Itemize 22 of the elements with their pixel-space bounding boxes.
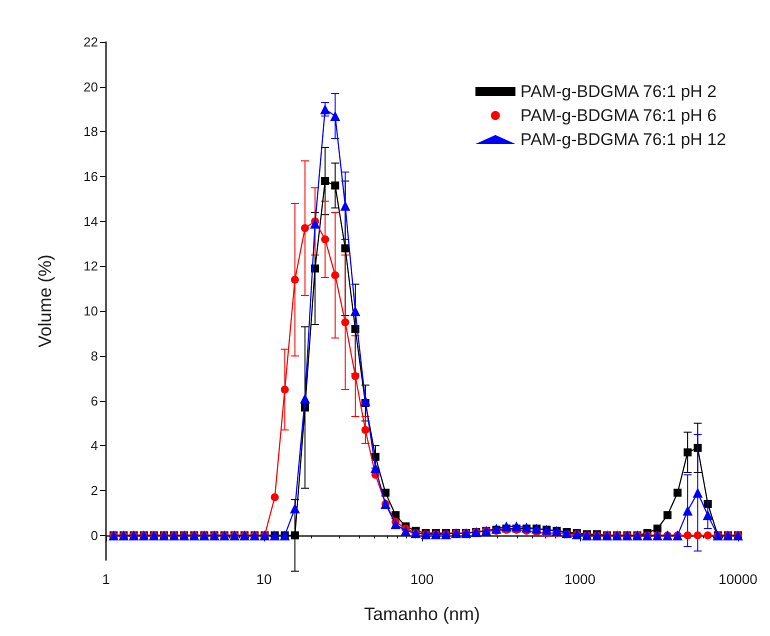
legend-label: PAM-g-BDGMA 76:1 pH 6: [520, 106, 717, 125]
x-tick-label: 10: [256, 571, 272, 587]
y-tick-label: 16: [84, 169, 98, 184]
y-tick-label: 14: [84, 214, 98, 229]
y-tick-label: 6: [90, 393, 98, 408]
y-tick-label: 10: [84, 304, 98, 319]
legend-label: PAM-g-BDGMA 76:1 pH 2: [520, 82, 717, 101]
y-tick-label: 12: [84, 258, 98, 274]
x-tick-label: 1000: [564, 571, 596, 587]
y-tick-label: 0: [90, 528, 98, 543]
x-tick-label: 10000: [718, 571, 758, 587]
y-tick-label: 2: [90, 482, 98, 498]
x-tick-label: 100: [410, 571, 434, 587]
y-tick-label: 20: [84, 79, 98, 94]
x-axis-title: Tamanho (nm): [364, 604, 480, 624]
y-tick-label: 4: [90, 438, 98, 454]
x-tick-label: 1: [102, 571, 110, 587]
y-tick-label: 22: [84, 34, 98, 50]
legend-label: PAM-g-BDGMA 76:1 pH 12: [520, 130, 726, 149]
y-tick-label: 18: [84, 124, 98, 140]
y-axis-title: Volume (%): [35, 254, 55, 348]
y-tick-label: 8: [90, 348, 98, 364]
